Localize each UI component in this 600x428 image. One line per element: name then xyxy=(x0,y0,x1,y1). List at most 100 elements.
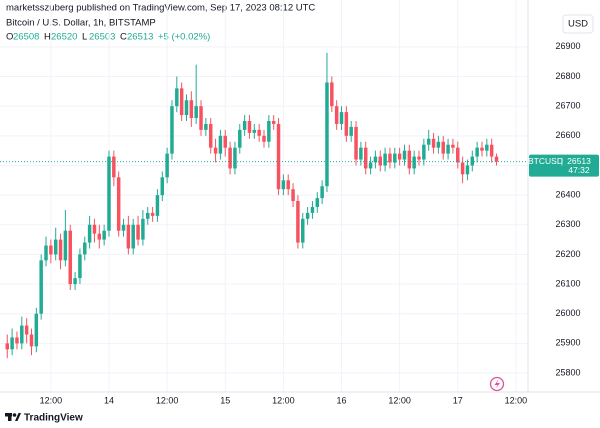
candle-body xyxy=(107,156,111,231)
candle-body xyxy=(349,126,353,136)
candle-body xyxy=(116,177,121,231)
price-tag-symbol: BTCUSD xyxy=(528,156,563,166)
flash-bolt xyxy=(494,379,500,389)
candle-body xyxy=(73,278,77,285)
chart-title: Bitcoin / U.S. Dollar, 1h, BITSTAMP xyxy=(6,18,156,29)
y-tick-label: 26900 xyxy=(555,41,580,51)
ohlc-legend: O 26508 H 26520 L 26503 C 26513 +5 (+0.02%) xyxy=(6,32,210,43)
legend-item: 26508 xyxy=(13,32,39,43)
candle-body xyxy=(24,325,29,335)
candle-body xyxy=(354,126,358,160)
candle-body xyxy=(325,82,329,187)
candle-body xyxy=(373,156,378,163)
candle-body xyxy=(102,230,106,240)
candle-body xyxy=(53,239,58,255)
candle-body xyxy=(199,106,203,130)
candle-body xyxy=(112,156,116,178)
candle-body xyxy=(136,224,140,240)
candle-body xyxy=(315,198,320,207)
candle-body xyxy=(39,260,43,314)
legend-item: +5 (+0.02%) xyxy=(158,32,210,43)
candle-body xyxy=(170,106,174,154)
candle-body xyxy=(441,141,445,154)
y-tick-label: 26800 xyxy=(555,71,580,81)
candle-body xyxy=(155,195,160,216)
x-tick-label: 12:00 xyxy=(40,395,63,405)
y-tick-label: 26000 xyxy=(555,308,580,318)
candle-body xyxy=(5,343,10,350)
x-tick-label: 16 xyxy=(336,395,346,405)
price-tag xyxy=(529,154,599,177)
candle-body xyxy=(305,212,310,219)
candle-body xyxy=(301,218,305,243)
y-tick-label: 25900 xyxy=(555,338,580,348)
x-tick-label: 12:00 xyxy=(272,395,295,405)
candle-body xyxy=(271,120,276,124)
candle-body xyxy=(68,230,72,285)
candle-body xyxy=(494,156,499,162)
candle-body xyxy=(431,138,436,148)
currency-box xyxy=(562,14,594,34)
footer-brand: TradingView xyxy=(24,413,83,424)
candle-body xyxy=(281,180,286,190)
candle-body xyxy=(296,201,300,243)
x-tick-label: 15 xyxy=(220,395,230,405)
y-tick-label: 26300 xyxy=(555,219,580,229)
legend-item: H xyxy=(44,32,51,43)
candle-body xyxy=(359,147,363,160)
candle-body xyxy=(310,206,315,213)
candle-body xyxy=(204,123,208,130)
candle-body xyxy=(184,100,189,116)
candle-body xyxy=(63,230,68,261)
candle-body xyxy=(436,141,441,148)
y-tick-label: 26600 xyxy=(555,130,580,140)
candle-body xyxy=(460,162,465,175)
candle-body xyxy=(456,147,460,163)
candle-body xyxy=(291,189,295,202)
price-tag-countdown: 47:32 xyxy=(568,165,590,175)
candle-body xyxy=(218,135,223,154)
y-tick-label: 26100 xyxy=(555,278,580,288)
legend-item: O xyxy=(6,32,13,43)
candle-body xyxy=(92,224,97,234)
candle-body xyxy=(165,153,169,178)
candle-body xyxy=(388,153,392,163)
candle-body xyxy=(44,245,48,261)
candle-body xyxy=(451,144,455,148)
candle-body xyxy=(470,156,475,166)
candle-body xyxy=(339,112,344,124)
x-tick-label: 14 xyxy=(104,395,114,405)
candle-body xyxy=(330,82,334,107)
legend-item: 26513 xyxy=(127,32,153,43)
candle-body xyxy=(475,147,479,157)
candle-body xyxy=(160,177,165,196)
candle-body xyxy=(150,212,155,216)
legend-item: C xyxy=(120,32,127,43)
candle-body xyxy=(417,156,421,160)
candle-body xyxy=(402,150,407,160)
candle-body xyxy=(97,233,102,240)
candle-body xyxy=(175,88,179,107)
x-tick-label: 12:00 xyxy=(505,395,528,405)
candle-body xyxy=(334,106,339,124)
candle-body xyxy=(485,144,489,151)
candle-body xyxy=(344,112,349,136)
y-tick-label: 26200 xyxy=(555,249,580,259)
candle-body xyxy=(238,129,242,148)
candle-body xyxy=(10,337,14,350)
candle-body xyxy=(126,224,131,249)
candle-body xyxy=(145,212,150,219)
price-tag-value: 26513 xyxy=(567,156,591,166)
candle-body xyxy=(242,120,247,130)
candle-body xyxy=(368,162,373,169)
x-tick-label: 17 xyxy=(453,395,463,405)
legend-item: 26520 xyxy=(51,32,77,43)
candle-body xyxy=(446,144,450,154)
candle-body xyxy=(213,147,218,154)
candle-body xyxy=(194,106,198,119)
candle-body xyxy=(252,129,257,133)
candle-body xyxy=(320,186,324,199)
x-tick-label: 12:00 xyxy=(388,395,411,405)
tv-logo xyxy=(5,413,21,421)
